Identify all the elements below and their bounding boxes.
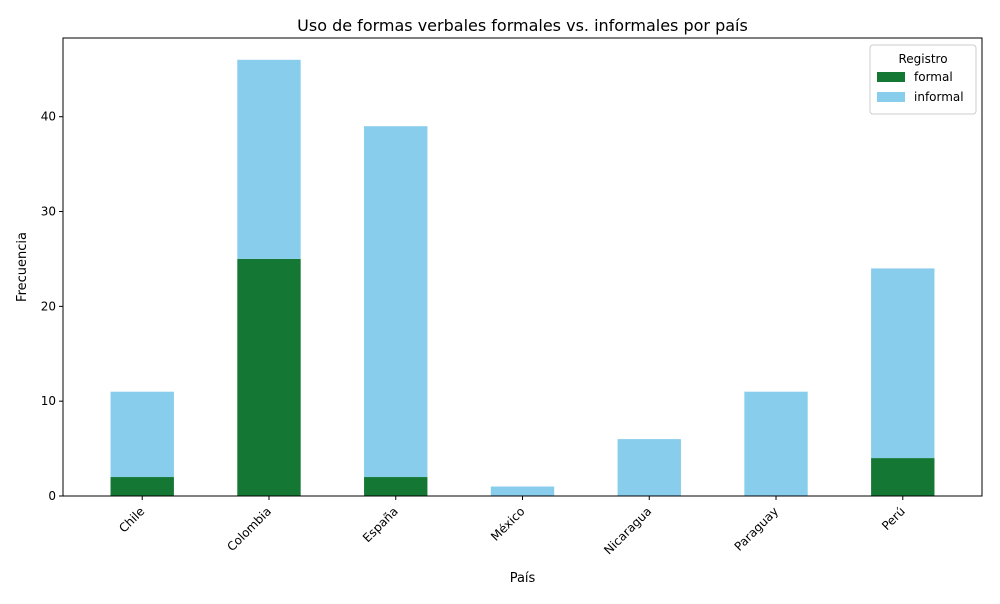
x-tick-label: Perú — [879, 504, 908, 533]
bar-colombia-informal — [237, 59, 301, 259]
y-axis-label: Frecuencia — [15, 232, 30, 302]
y-tick-label: 0 — [48, 489, 56, 503]
legend-title: Registro — [898, 52, 947, 66]
x-tick-label: Nicaragua — [601, 504, 654, 557]
bar-nicaragua-informal — [617, 439, 681, 496]
x-tick-label: México — [488, 504, 528, 544]
bar-espana-informal — [364, 126, 428, 478]
y-tick-label: 40 — [41, 110, 56, 124]
x-axis-ticks: Chile Colombia España México Nicaragua Paragu… — [116, 496, 908, 557]
bar-mexico-informal — [490, 486, 555, 496]
x-tick-label: España — [360, 504, 401, 545]
legend: Registro formal informal — [869, 44, 977, 115]
y-tick-label: 10 — [41, 394, 56, 408]
legend-items: formal informal — [877, 70, 964, 104]
bar-paraguay-informal — [744, 391, 808, 496]
y-tick-label: 20 — [41, 299, 56, 313]
bar-peru-informal — [871, 268, 935, 459]
x-tick-label: Chile — [116, 504, 147, 535]
legend-label-formal: formal — [914, 70, 953, 84]
bar-chile-formal — [110, 477, 174, 496]
x-axis-label: País — [510, 571, 536, 586]
bar-espana-formal — [364, 477, 428, 496]
bar-chile-informal — [110, 391, 174, 478]
x-tick-label: Paraguay — [732, 504, 782, 554]
chart-title: Uso de formas verbales formales vs. info… — [297, 16, 748, 35]
y-axis-ticks: 0 10 20 30 40 — [41, 110, 63, 503]
legend-swatch-formal — [877, 72, 905, 82]
plot-frame — [62, 37, 983, 497]
y-tick-label: 30 — [41, 205, 56, 219]
bar-peru-formal — [871, 458, 935, 496]
legend-swatch-informal — [877, 92, 905, 102]
legend-label-informal: informal — [914, 90, 964, 104]
bars-group — [110, 59, 935, 496]
bar-colombia-formal — [237, 258, 301, 496]
x-tick-label: Colombia — [224, 504, 274, 554]
